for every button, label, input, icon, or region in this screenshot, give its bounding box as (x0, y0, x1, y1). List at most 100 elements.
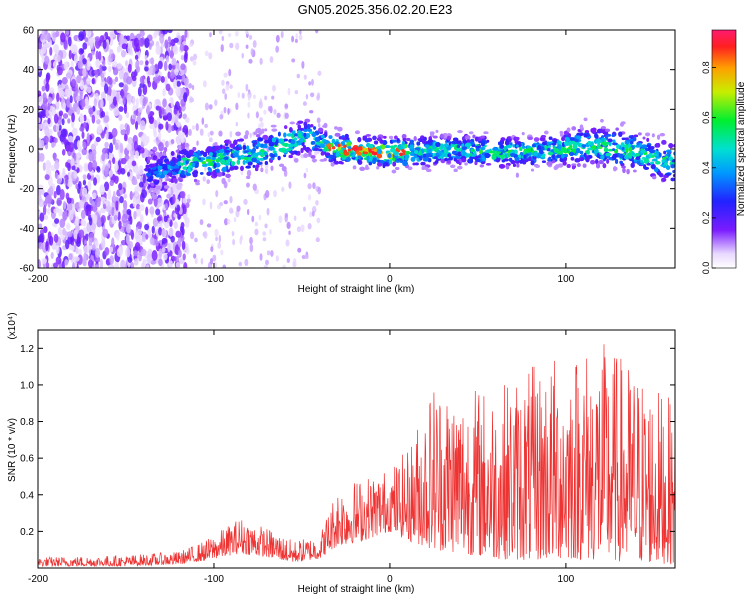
heatmap-cell (202, 198, 206, 206)
heatmap-cell (263, 143, 268, 149)
heatmap-cell (149, 123, 155, 130)
heatmap-cell (135, 43, 140, 52)
heatmap-cell (317, 186, 322, 195)
heatmap-cell (522, 159, 527, 165)
heatmap-cell (612, 142, 618, 146)
heatmap-cell (528, 151, 532, 157)
heatmap-cell (73, 170, 78, 179)
heatmap-cell (419, 155, 423, 161)
heatmap-cell (404, 150, 411, 155)
heatmap-cell (218, 130, 223, 137)
heatmap-cell (434, 160, 439, 164)
heatmap-cell (162, 30, 169, 35)
heatmap-cell (508, 157, 513, 162)
heatmap-cell (314, 136, 320, 142)
heatmap-cell (117, 211, 121, 222)
heatmap-cell (57, 55, 61, 63)
heatmap-cell (286, 221, 291, 230)
heatmap-cell (120, 128, 126, 136)
heatmap-cell (159, 219, 163, 230)
heatmap-cell (61, 149, 66, 156)
heatmap-cell (208, 162, 214, 167)
heatmap-cell (100, 110, 106, 118)
heatmap-cell (575, 147, 581, 154)
heatmap-cell (256, 134, 261, 138)
heatmap-cell (207, 167, 211, 171)
heatmap-cell (260, 143, 264, 148)
heatmap-cell (116, 247, 123, 257)
heatmap-cell (108, 151, 113, 162)
heatmap-cell (618, 131, 623, 137)
heatmap-cell (39, 212, 45, 222)
heatmap-cell (56, 178, 62, 185)
heatmap-cell (247, 94, 251, 101)
heatmap-cell (108, 264, 115, 268)
heatmap-cell (130, 261, 135, 268)
heatmap-cell (55, 123, 60, 133)
heatmap-cell (595, 138, 602, 144)
heatmap-cell (165, 83, 171, 92)
heatmap-cell (176, 155, 182, 159)
heatmap-cell (173, 108, 178, 115)
heatmap-cell (344, 133, 349, 139)
heatmap-cell (250, 48, 254, 56)
heatmap-cell (611, 155, 617, 161)
y-tick-label: 20 (23, 105, 35, 116)
heatmap-cell (483, 131, 488, 135)
heatmap-cell (401, 134, 407, 139)
heatmap-cell (283, 143, 289, 147)
heatmap-cell (90, 37, 94, 49)
heatmap-cell (305, 133, 311, 139)
heatmap-cell (52, 60, 57, 69)
heatmap-cell (201, 161, 206, 165)
heatmap-cell (270, 156, 275, 161)
heatmap-cell (136, 228, 142, 236)
heatmap-cell (282, 138, 288, 142)
heatmap-cell (255, 164, 260, 168)
heatmap-cell (311, 78, 314, 86)
heatmap-cell (260, 167, 264, 173)
heatmap-cell (134, 242, 141, 251)
heatmap-cell (566, 127, 571, 133)
heatmap-cell (59, 90, 65, 99)
x-tick-label: -200 (28, 274, 48, 285)
heatmap-cell (245, 30, 249, 35)
heatmap-cell (174, 168, 180, 172)
heatmap-cell (286, 133, 293, 137)
heatmap-cell (151, 249, 158, 261)
heatmap-cell (139, 204, 145, 212)
heatmap-cell (366, 155, 370, 161)
heatmap-cell (613, 166, 617, 172)
heatmap-cell (533, 137, 540, 142)
heatmap-cell (63, 61, 69, 71)
chart-title: GN05.2025.356.02.20.E23 (297, 2, 453, 17)
heatmap-cell (38, 65, 42, 73)
heatmap-cell (155, 162, 158, 167)
heatmap-cell (123, 103, 128, 114)
heatmap-cell (185, 142, 189, 148)
heatmap-cell (353, 146, 358, 152)
heatmap-cell (180, 190, 186, 199)
heatmap-cell (260, 149, 264, 153)
heatmap-cell (624, 155, 630, 160)
heatmap-cell (185, 246, 190, 255)
heatmap-cell (82, 67, 87, 77)
heatmap-cell (426, 168, 432, 173)
heatmap-cell (395, 166, 400, 170)
heatmap-cell (479, 164, 484, 168)
heatmap-cell (651, 133, 655, 138)
heatmap-cell (409, 151, 414, 156)
heatmap-cell (239, 138, 244, 142)
heatmap-cell (134, 186, 139, 197)
heatmap-cell (51, 141, 55, 148)
heatmap-cell (242, 159, 246, 165)
heatmap-cell (566, 164, 571, 168)
heatmap-cell (159, 33, 165, 44)
heatmap-cell (135, 208, 142, 217)
heatmap-cell (101, 153, 106, 162)
heatmap-cell (328, 154, 334, 159)
heatmap-cell (195, 182, 200, 186)
heatmap-cell (276, 112, 281, 119)
heatmap-cell (571, 163, 577, 167)
